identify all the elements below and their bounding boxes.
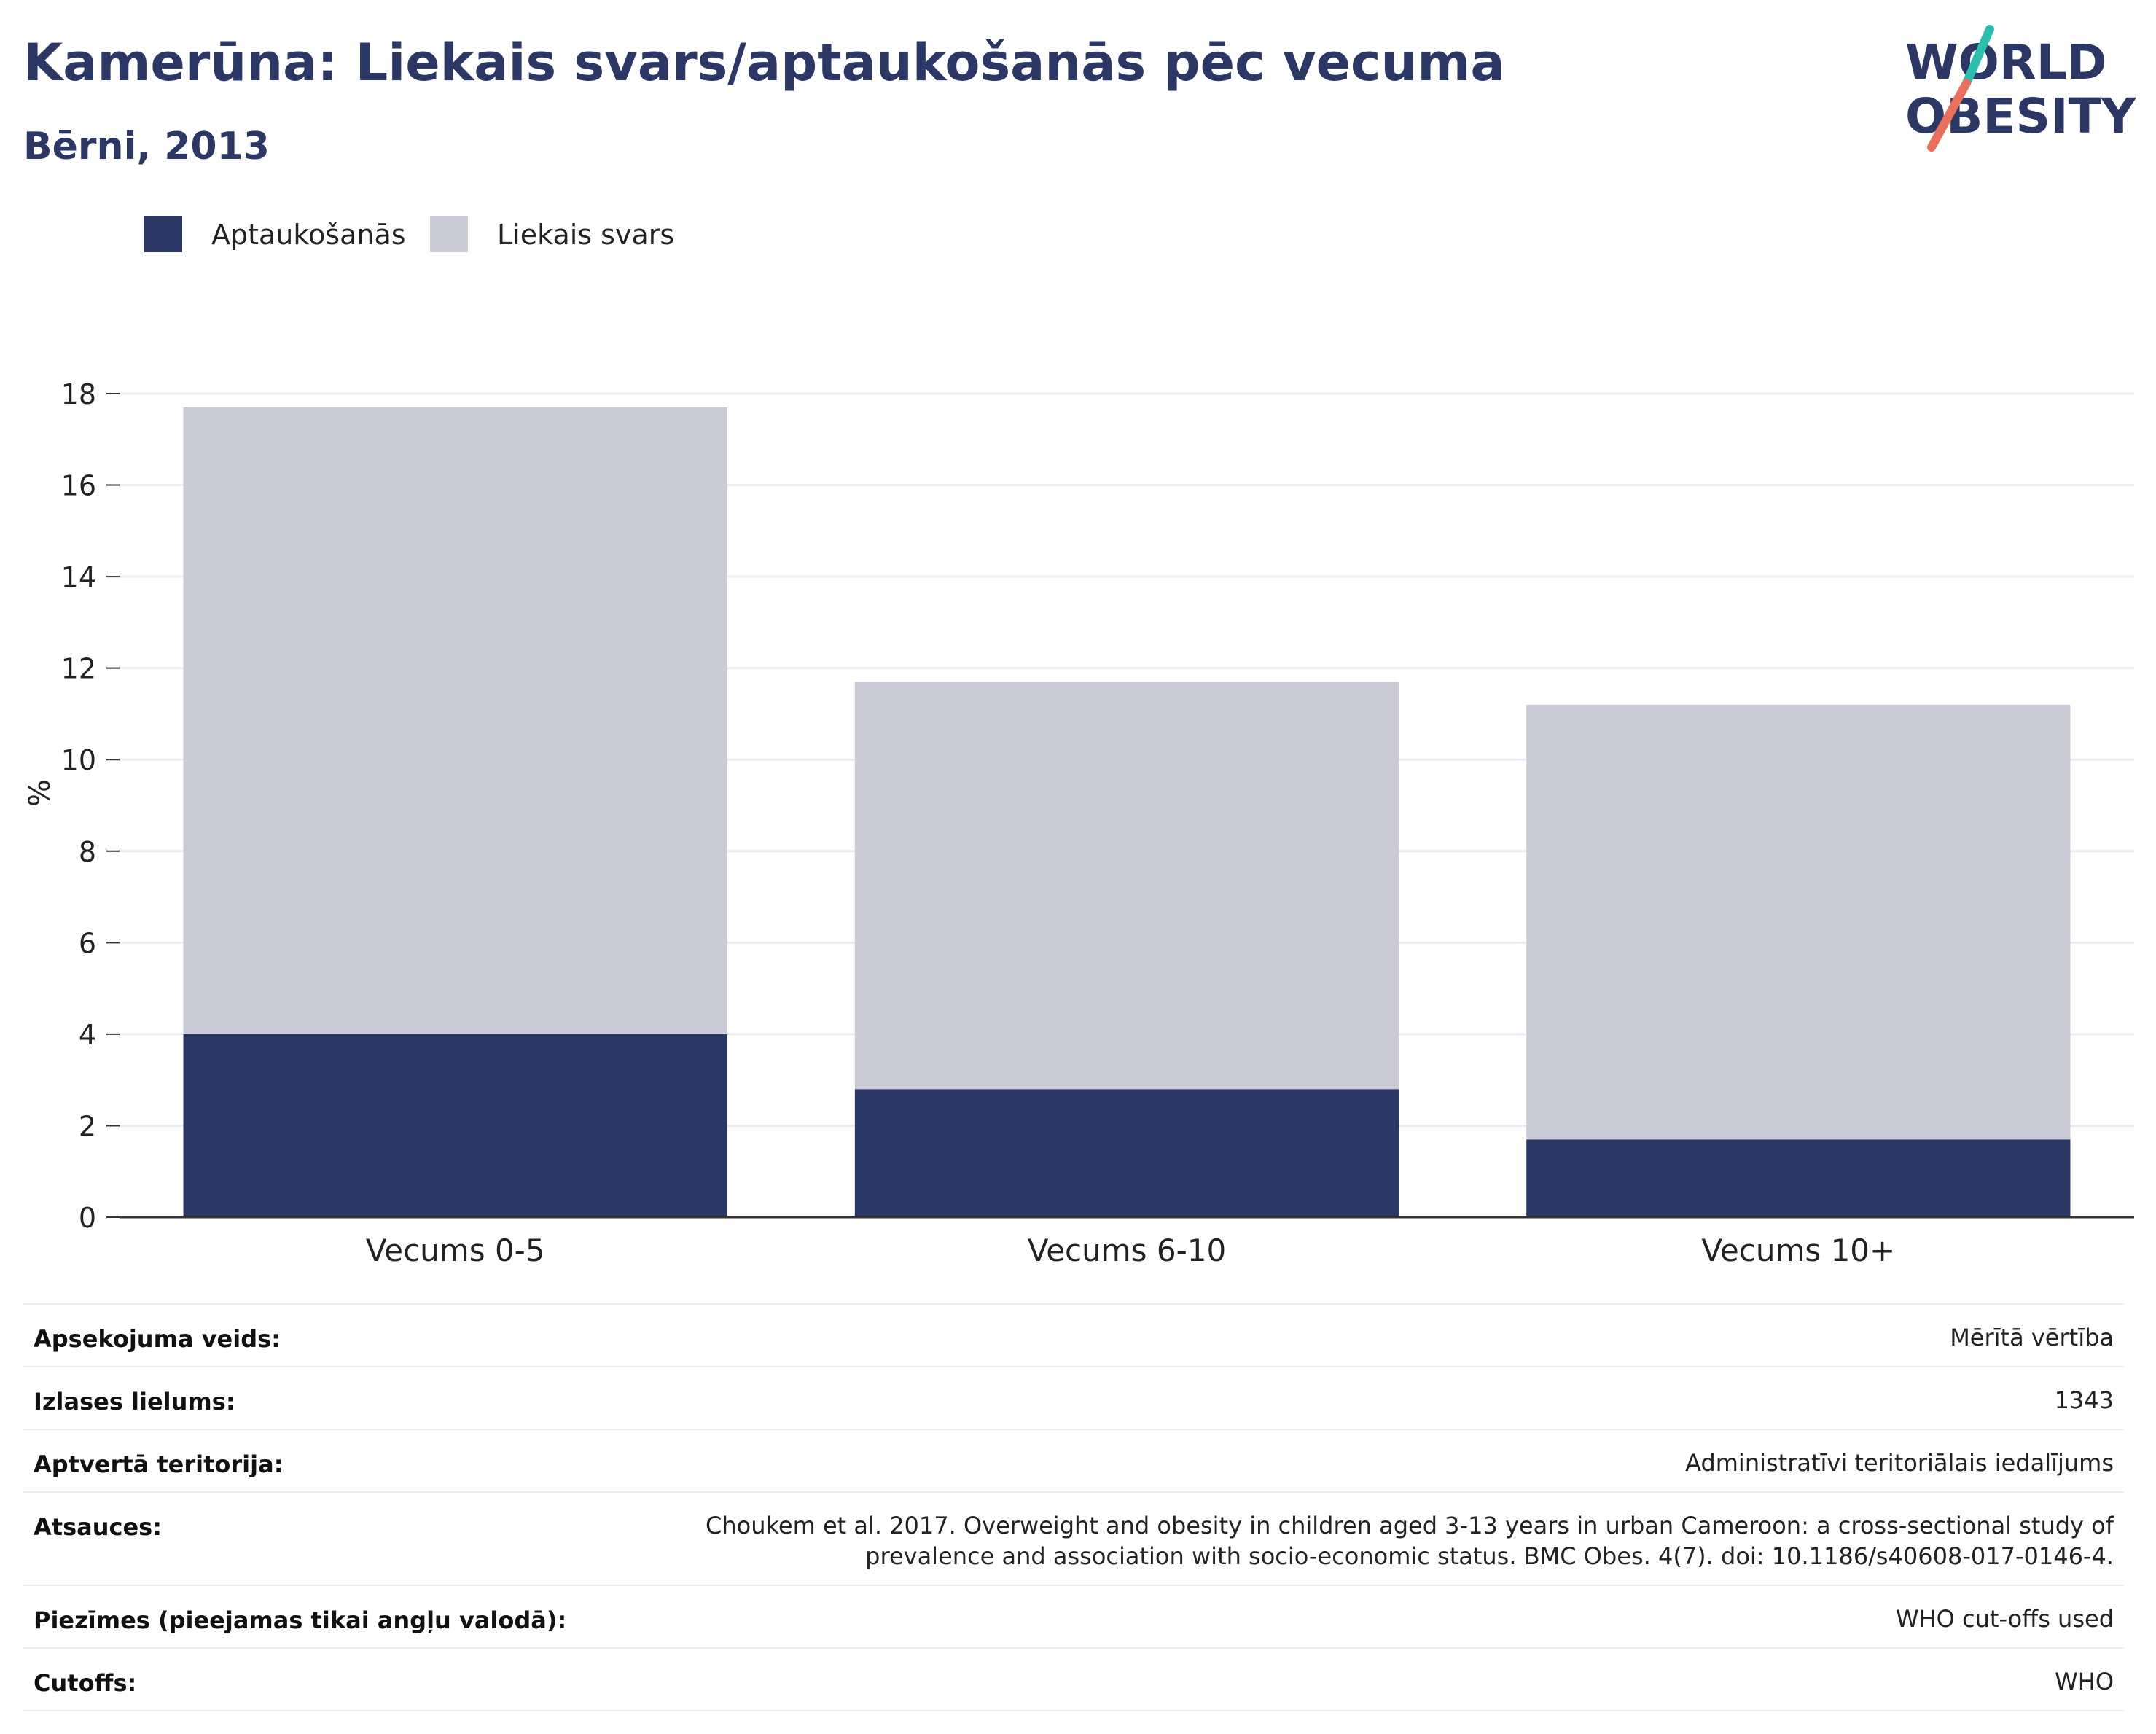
- y-tick-label: 18: [61, 378, 96, 410]
- legend-label-obesity: Aptaukošanās: [211, 219, 406, 251]
- logo-line1: WORLD: [1905, 34, 2107, 90]
- y-tick-label: 2: [79, 1110, 96, 1142]
- legend-swatch-obesity: [144, 216, 182, 252]
- bar-obesity-1[interactable]: [854, 1089, 1399, 1217]
- bar-obesity-0[interactable]: [183, 1034, 727, 1217]
- chart-subtitle: Bērni, 2013: [23, 125, 270, 168]
- y-tick-label: 14: [61, 561, 96, 593]
- meta-value: Mērītā vērtība: [1950, 1324, 2114, 1351]
- meta-value: 1343: [2054, 1386, 2114, 1414]
- meta-value: Administratīvi teritoriālais iedalījums: [1685, 1449, 2114, 1477]
- meta-value: Choukem et al. 2017. Overweight and obes…: [706, 1512, 2114, 1570]
- x-tick-label: Vecums 10+: [1701, 1233, 1895, 1268]
- meta-row-survey-type: Apsekojuma veids: Mērītā vērtība: [23, 1303, 2124, 1366]
- meta-row-notes: Piezīmes (pieejamas tikai angļu valodā):…: [23, 1585, 2124, 1647]
- x-tick-label: Vecums 0-5: [366, 1233, 545, 1268]
- logo-slash-top: [1962, 25, 1994, 87]
- survey-metadata-table: Apsekojuma veids: Mērītā vērtība Izlases…: [23, 1303, 2124, 1711]
- meta-row-area-covered: Aptvertā teritorija: Administratīvi teri…: [23, 1429, 2124, 1491]
- legend-label-overweight: Liekais svars: [497, 219, 675, 251]
- y-tick-label: 8: [79, 836, 96, 868]
- y-tick-label: 4: [79, 1019, 96, 1051]
- meta-row-references: Atsauces: Choukem et al. 2017. Overweigh…: [23, 1491, 2124, 1585]
- logo-slash-bottom: [1927, 79, 1971, 152]
- y-tick-label: 10: [61, 744, 96, 776]
- meta-row-sample-size: Izlases lielums: 1343: [23, 1366, 2124, 1429]
- meta-row-cutoffs: Cutoffs: WHO: [23, 1647, 2124, 1711]
- y-tick-label: 0: [79, 1202, 96, 1234]
- x-axis-ticks: Vecums 0-5 Vecums 6-10 Vecums 10+: [120, 1216, 2134, 1268]
- legend-swatch-overweight: [430, 216, 468, 252]
- bar-overweight-0[interactable]: [183, 407, 727, 1034]
- bar-obesity-2[interactable]: [1526, 1139, 2071, 1217]
- y-tick-label: 12: [61, 653, 96, 685]
- meta-key: Aptvertā teritorija:: [34, 1450, 284, 1478]
- y-tick-label: 6: [79, 927, 96, 959]
- y-axis-label: %: [23, 779, 57, 807]
- meta-key: Apsekojuma veids:: [34, 1325, 281, 1353]
- y-axis-ticks: 0 2 4 6 8 10 12 14 16 18: [61, 378, 120, 1234]
- bars: [183, 407, 2071, 1217]
- chart-title: Kamerūna: Liekais svars/aptaukošanās pēc…: [23, 33, 1505, 93]
- meta-value: WHO: [2055, 1668, 2114, 1695]
- bar-overweight-2[interactable]: [1526, 704, 2071, 1140]
- x-tick-label: Vecums 6-10: [1028, 1233, 1227, 1268]
- bar-overweight-1[interactable]: [854, 682, 1399, 1090]
- world-obesity-logo: WORLD OBESITY: [1905, 25, 2137, 152]
- meta-key: Atsauces:: [34, 1513, 162, 1541]
- meta-value: WHO cut-offs used: [1895, 1605, 2114, 1633]
- meta-key: Cutoffs:: [34, 1669, 137, 1697]
- y-tick-label: 16: [61, 470, 96, 502]
- meta-key: Izlases lielums:: [34, 1388, 235, 1415]
- meta-key: Piezīmes (pieejamas tikai angļu valodā):: [34, 1606, 567, 1634]
